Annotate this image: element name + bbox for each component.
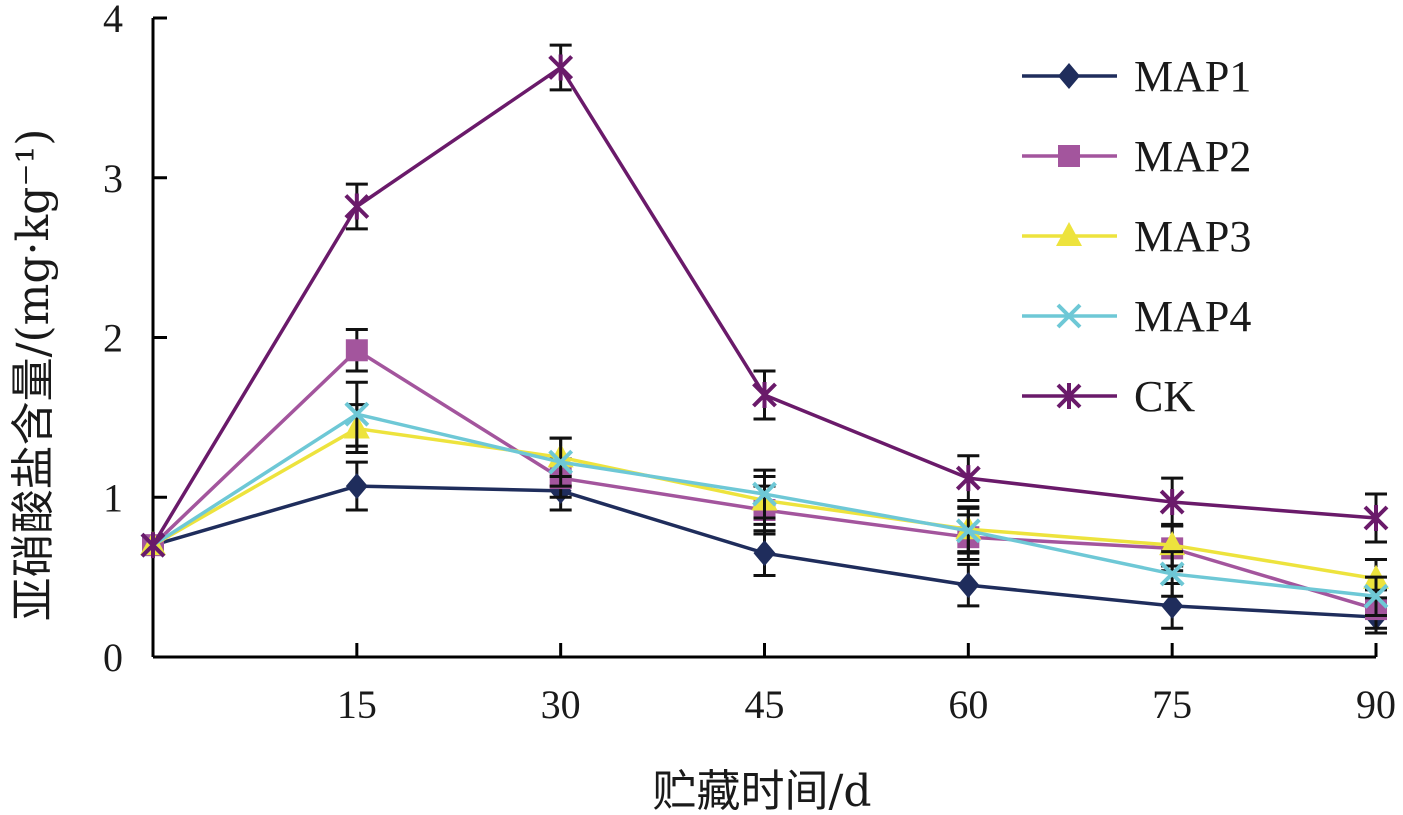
- x-axis-title: 贮藏时间/d: [653, 766, 872, 815]
- data-point-map4: [1363, 583, 1389, 609]
- data-point-map4: [1159, 561, 1185, 587]
- series-layer: [140, 43, 1389, 635]
- legend-label-map1: MAP1: [1134, 52, 1251, 101]
- data-point-map1: [345, 473, 368, 500]
- legend-marker-map4: [1056, 303, 1082, 329]
- legend-marker-ck: [1056, 383, 1082, 409]
- data-point-map4: [548, 449, 574, 475]
- y-tick-label: 2: [103, 316, 123, 361]
- legend-item-map1: MAP1: [1022, 52, 1251, 101]
- legend: MAP1 MAP2 MAP3 MAP4 CK: [1022, 52, 1251, 421]
- data-point-map2: [345, 339, 368, 362]
- y-tick-label: 3: [103, 156, 123, 201]
- legend-label-map4: MAP4: [1134, 292, 1251, 341]
- data-point-map4: [344, 401, 370, 427]
- data-point-map1: [753, 540, 776, 567]
- data-point-ck: [1159, 489, 1185, 516]
- data-point-map4: [955, 518, 981, 544]
- legend-marker-map2: [1058, 145, 1080, 167]
- series-ck: [140, 43, 1389, 559]
- data-point-map4: [752, 481, 777, 507]
- y-tick-label: 0: [103, 635, 123, 680]
- legend-item-map4: MAP4: [1022, 292, 1251, 341]
- data-point-ck: [955, 465, 981, 492]
- data-point-map1: [957, 572, 980, 599]
- data-point-ck: [344, 193, 370, 220]
- legend-label-map3: MAP3: [1134, 212, 1251, 261]
- y-axis-title: 亚硝酸盐含量/(mg·kg⁻¹): [8, 129, 59, 622]
- x-tick-label: 90: [1356, 682, 1396, 727]
- data-point-ck: [140, 532, 166, 559]
- legend-marker-map1: [1058, 63, 1080, 89]
- legend-item-map2: MAP2: [1022, 132, 1251, 181]
- legend-item-ck: CK: [1022, 372, 1195, 421]
- x-tick-label: 30: [541, 682, 581, 727]
- y-tick-label: 1: [103, 475, 123, 520]
- legend-item-map3: MAP3: [1022, 212, 1251, 261]
- series-map1: [142, 460, 1387, 635]
- data-point-ck: [548, 54, 574, 81]
- x-tick-label: 60: [948, 682, 988, 727]
- x-tick-label: 45: [745, 682, 785, 727]
- legend-marker-map3: [1056, 222, 1082, 246]
- axes: 0 1 2 3 4 15 30 45 60 75 90: [103, 0, 1396, 727]
- x-tick-label: 75: [1152, 682, 1192, 727]
- x-tick-label: 15: [337, 682, 377, 727]
- data-point-map1: [1161, 592, 1184, 619]
- legend-label-ck: CK: [1134, 372, 1195, 421]
- data-point-ck: [1363, 505, 1389, 532]
- legend-label-map2: MAP2: [1134, 132, 1251, 181]
- data-point-ck: [752, 382, 777, 409]
- data-point-map3: [1159, 531, 1186, 556]
- y-tick-label: 4: [103, 0, 123, 41]
